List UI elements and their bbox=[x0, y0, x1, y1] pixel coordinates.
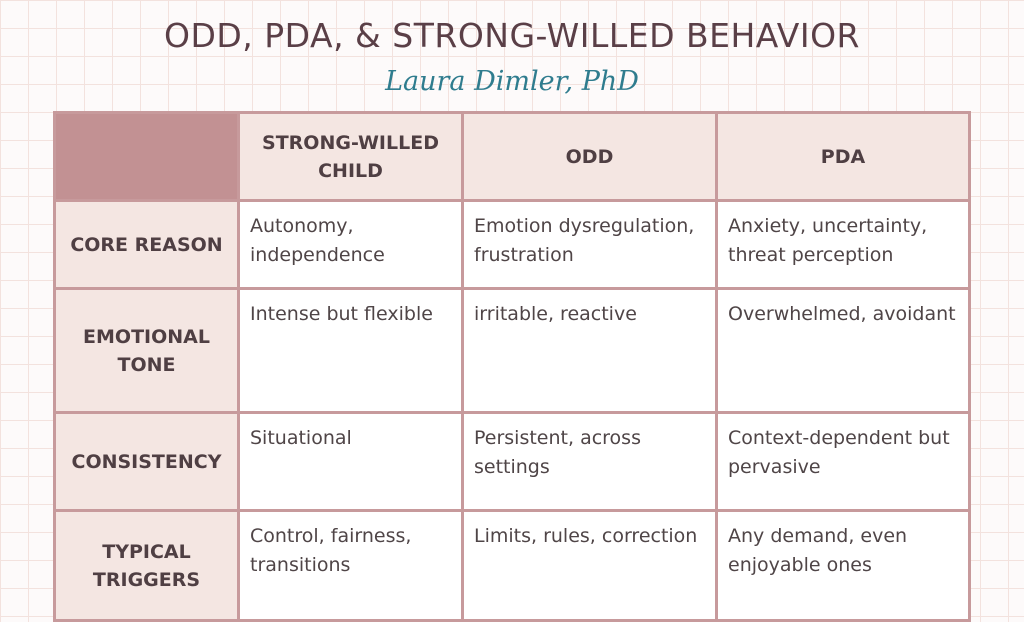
row-header-emotional-tone: EMOTIONAL TONE bbox=[53, 287, 240, 414]
table-cell: Persistent, across settings bbox=[461, 411, 718, 512]
table-row: CORE REASON Autonomy, independence Emoti… bbox=[53, 199, 971, 290]
table-cell: Situational bbox=[237, 411, 464, 512]
row-header-typical-triggers: TYPICAL TRIGGERS bbox=[53, 509, 240, 622]
table-row: TYPICAL TRIGGERS Control, fairness, tran… bbox=[53, 509, 971, 622]
column-header-odd: ODD bbox=[461, 111, 718, 202]
column-header-pda: PDA bbox=[715, 111, 971, 202]
table-cell: Any demand, even enjoyable ones bbox=[715, 509, 971, 622]
corner-cell bbox=[53, 111, 240, 202]
table-cell: Anxiety, uncertainty, threat perception bbox=[715, 199, 971, 290]
table-cell: Autonomy, independence bbox=[237, 199, 464, 290]
page-title: ODD, PDA, & STRONG-WILLED BEHAVIOR bbox=[164, 16, 860, 55]
table-cell: Overwhelmed, avoidant bbox=[715, 287, 971, 414]
table-row: EMOTIONAL TONE Intense but flexible irri… bbox=[53, 287, 971, 414]
table-cell: Context-dependent but pervasive bbox=[715, 411, 971, 512]
column-header-strong-willed-child: STRONG-WILLED CHILD bbox=[237, 111, 464, 202]
row-header-consistency: CONSISTENCY bbox=[53, 411, 240, 512]
table-cell: Control, fairness, transitions bbox=[237, 509, 464, 622]
table-row: CONSISTENCY Situational Persistent, acro… bbox=[53, 411, 971, 512]
author-signature: Laura Dimler, PhD bbox=[385, 66, 639, 97]
row-header-core-reason: CORE REASON bbox=[53, 199, 240, 290]
table-cell: irritable, reactive bbox=[461, 287, 718, 414]
comparison-table: STRONG-WILLED CHILD ODD PDA CORE REASON … bbox=[53, 111, 971, 622]
table-cell: Emotion dysregulation, frustration bbox=[461, 199, 718, 290]
table-cell: Intense but flexible bbox=[237, 287, 464, 414]
header-row: STRONG-WILLED CHILD ODD PDA bbox=[53, 111, 971, 202]
comparison-table-container: STRONG-WILLED CHILD ODD PDA CORE REASON … bbox=[53, 111, 971, 622]
table-cell: Limits, rules, correction bbox=[461, 509, 718, 622]
